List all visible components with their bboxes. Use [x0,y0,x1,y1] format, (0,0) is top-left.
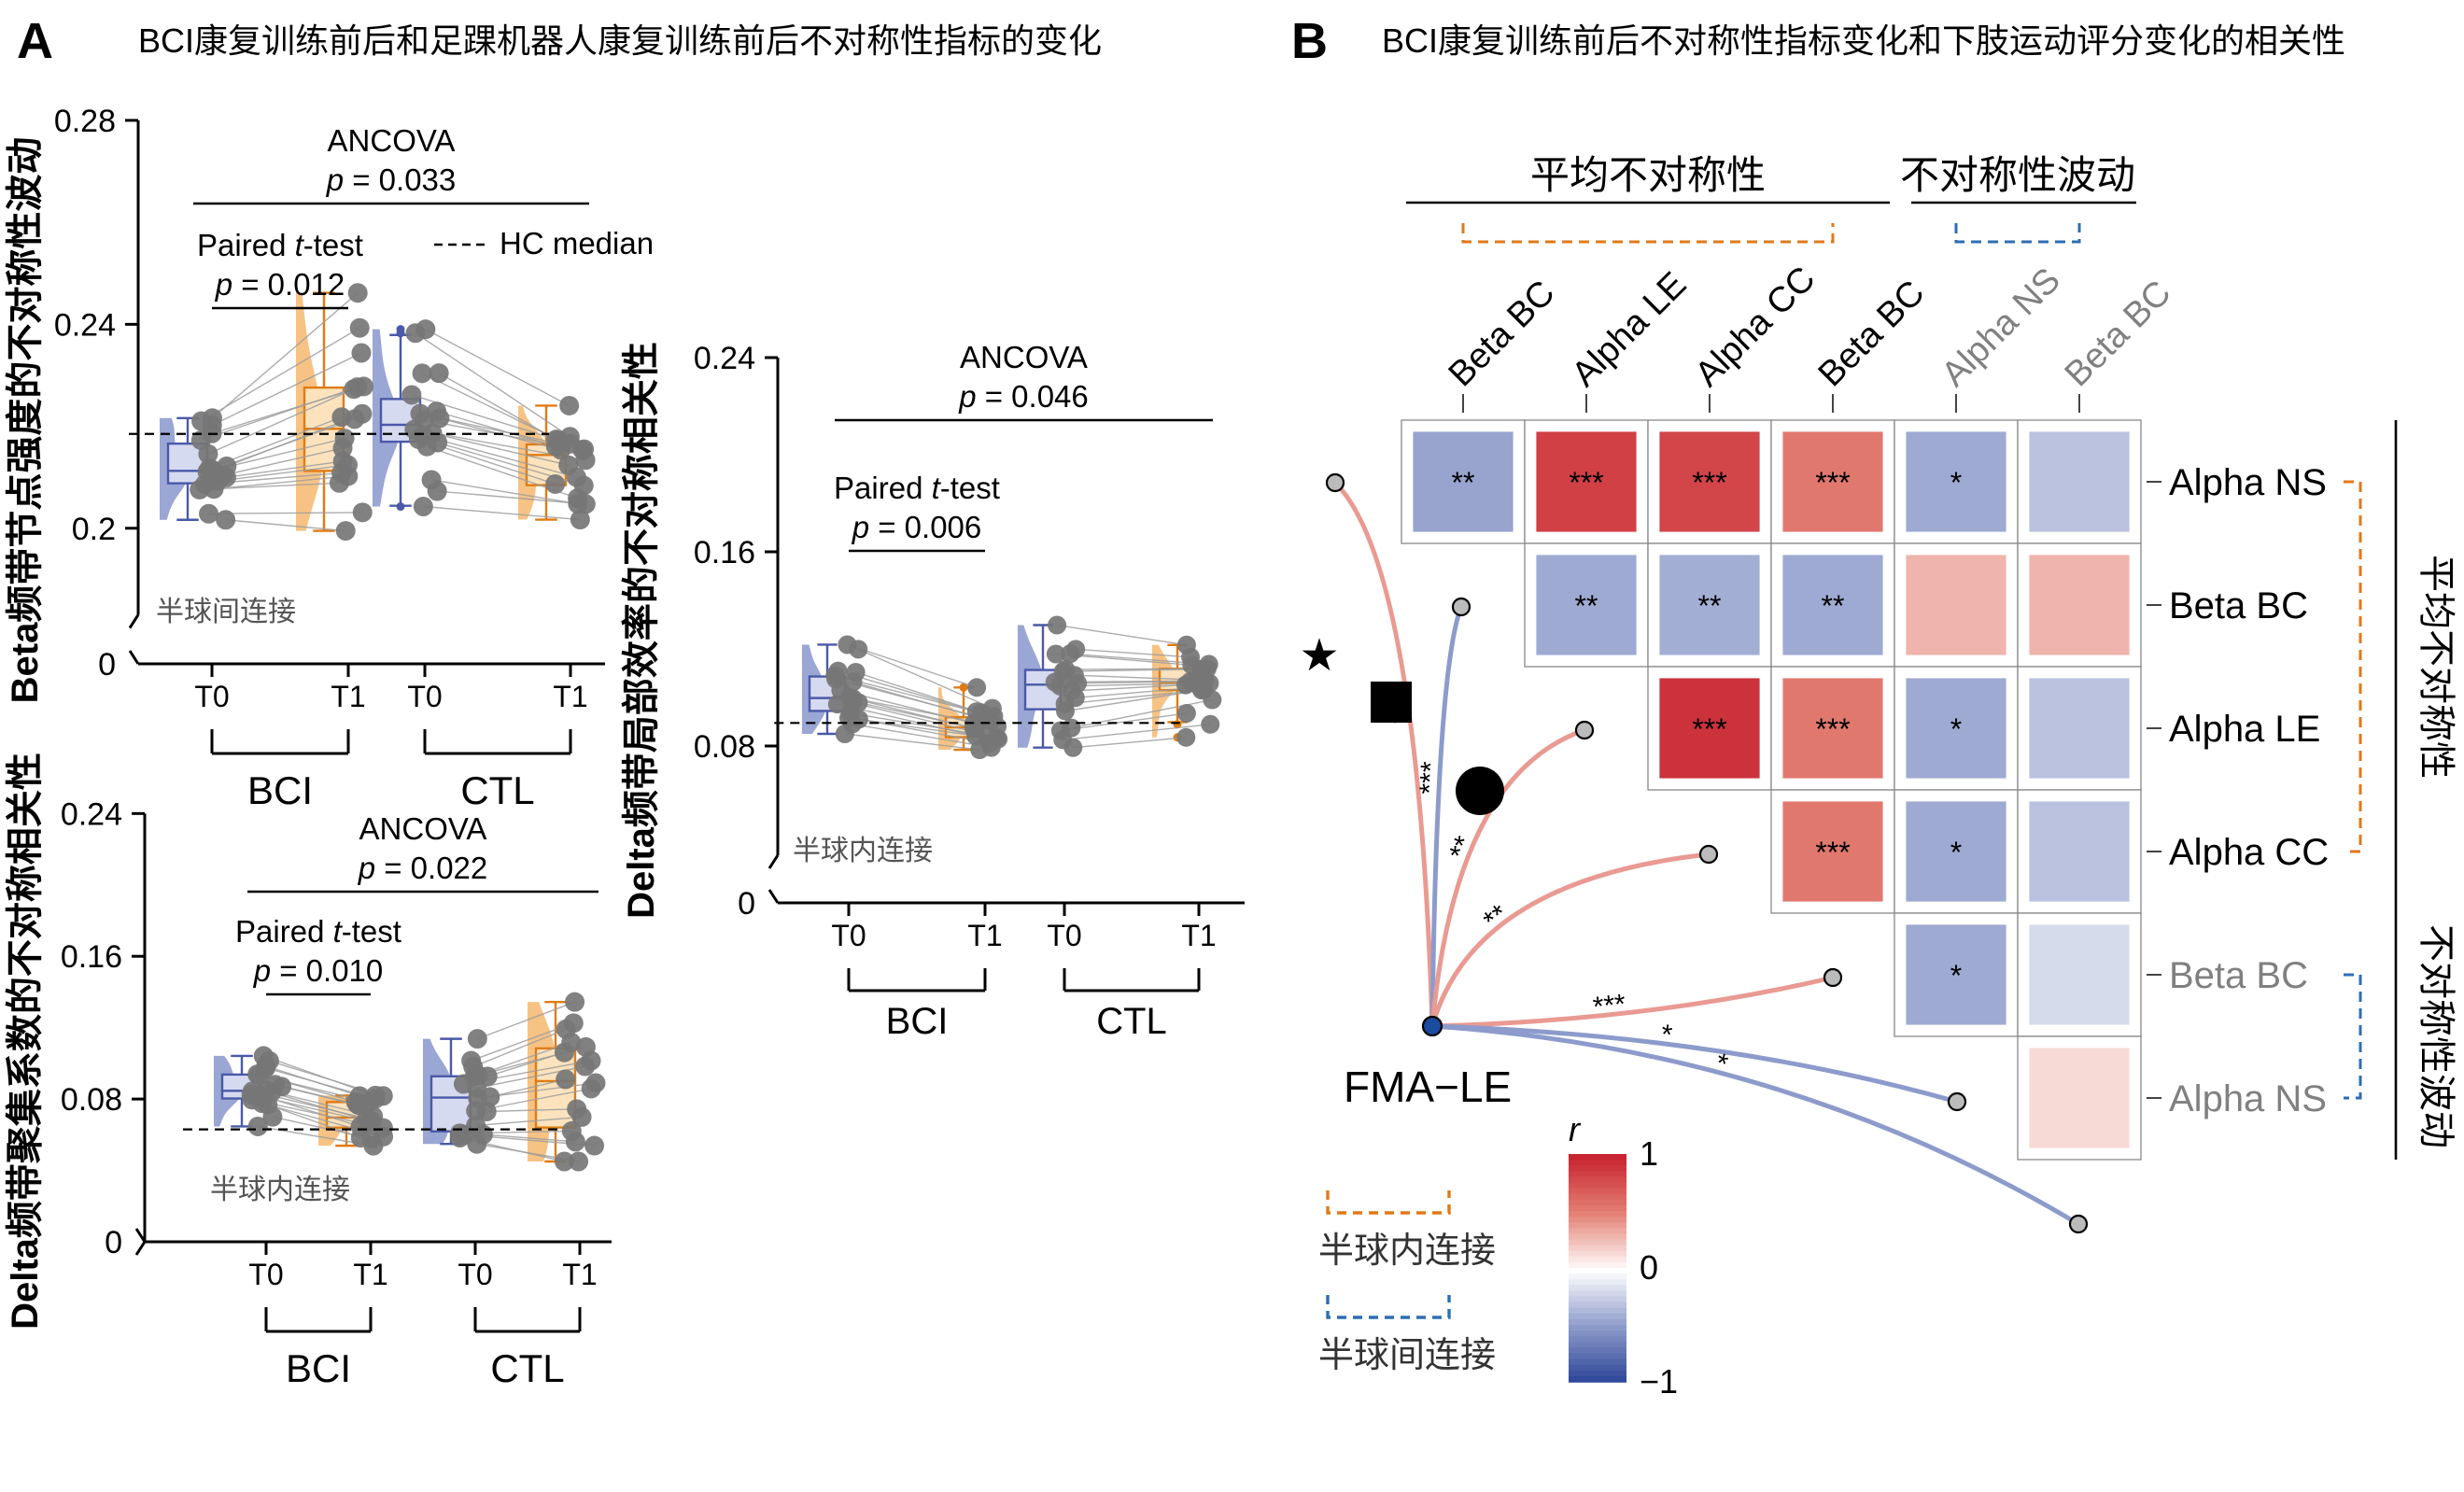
svg-text:Beta频带节点强度的不对称性波动: Beta频带节点强度的不对称性波动 [5,137,46,704]
svg-text:p = 0.022: p = 0.022 [358,851,488,885]
svg-text:**: ** [1698,589,1722,623]
svg-text:Beta BC: Beta BC [2169,955,2308,996]
svg-text:B: B [1291,13,1328,69]
svg-text:**: ** [1452,466,1475,500]
svg-text:BCI: BCI [286,1346,351,1390]
svg-text:Alpha LE: Alpha LE [2169,709,2320,750]
svg-text:p = 0.006: p = 0.006 [852,510,982,544]
svg-text:T0: T0 [831,919,866,952]
svg-text:0: 0 [738,886,755,922]
svg-text:***: *** [1415,761,1447,795]
svg-text:Delta频带聚集系数的不对称相关性: Delta频带聚集系数的不对称相关性 [5,753,46,1330]
svg-text:***: *** [1815,712,1850,746]
svg-text:0.24: 0.24 [694,341,755,376]
svg-text:平均不对称性: 平均不对称性 [1530,153,1766,197]
svg-text:p = 0.046: p = 0.046 [958,379,1089,414]
svg-text:HC median: HC median [500,226,654,260]
svg-text:平均不对称性: 平均不对称性 [2415,555,2457,779]
svg-text:0.24: 0.24 [54,307,116,343]
svg-text:*: * [1950,712,1962,746]
svg-text:***: *** [1815,836,1850,869]
svg-text:Alpha NS: Alpha NS [2169,1078,2327,1119]
svg-text:ANCOVA: ANCOVA [328,123,456,158]
svg-text:*: * [1950,959,1962,992]
svg-text:**: ** [1822,589,1845,623]
svg-text:0.08: 0.08 [694,729,755,765]
svg-text:0: 0 [98,647,116,683]
svg-text:BCI: BCI [886,1001,949,1042]
svg-text:BCI: BCI [247,768,313,812]
svg-text:CTL: CTL [490,1346,564,1390]
svg-text:***: *** [1815,466,1850,500]
svg-text:不对称性波动: 不对称性波动 [2415,924,2457,1148]
svg-text:BCI康复训练前后不对称性指标变化和下肢运动评分变化的相关性: BCI康复训练前后不对称性指标变化和下肢运动评分变化的相关性 [1382,21,2345,60]
svg-text:T1: T1 [331,680,365,713]
svg-text:0.16: 0.16 [694,535,755,570]
svg-text:半球间连接: 半球间连接 [1318,1336,1496,1375]
svg-text:0.2: 0.2 [72,512,116,547]
svg-text:0.28: 0.28 [54,104,116,139]
svg-text:FMA−LE: FMA−LE [1344,1063,1512,1111]
svg-text:0.24: 0.24 [61,796,122,832]
svg-text:Paired t-test: Paired t-test [197,228,363,262]
svg-text:T0: T0 [458,1258,492,1291]
svg-text:T1: T1 [1181,919,1216,952]
svg-text:BCI康复训练前后和足踝机器人康复训练前后不对称性指标的变化: BCI康复训练前后和足踝机器人康复训练前后不对称性指标的变化 [138,21,1102,60]
svg-text:不对称性波动: 不对称性波动 [1900,153,2135,197]
svg-text:T0: T0 [407,680,442,713]
svg-text:0.08: 0.08 [61,1082,122,1118]
svg-text:Delta频带局部效率的不对称相关性: Delta频带局部效率的不对称相关性 [621,342,662,919]
svg-text:***: *** [1569,466,1603,500]
svg-text:T1: T1 [967,919,1002,952]
svg-text:T1: T1 [553,680,587,713]
svg-text:半球间连接: 半球间连接 [156,597,296,627]
svg-text:T0: T0 [248,1258,283,1291]
svg-text:CTL: CTL [1096,1001,1167,1042]
svg-text:*: * [1950,466,1962,500]
svg-text:Alpha NS: Alpha NS [2169,462,2327,503]
svg-text:Paired t-test: Paired t-test [834,471,1000,505]
svg-text:p = 0.012: p = 0.012 [215,267,345,302]
svg-text:半球内连接: 半球内连接 [1318,1232,1496,1271]
svg-text:p = 0.010: p = 0.010 [253,953,384,988]
svg-text:A: A [17,13,53,69]
svg-text:**: ** [1575,589,1598,623]
svg-text:***: *** [1692,712,1726,746]
svg-text:T1: T1 [562,1258,597,1291]
svg-text:1: 1 [1640,1134,1658,1173]
svg-text:0.16: 0.16 [61,939,122,975]
svg-text:−1: −1 [1640,1362,1678,1401]
svg-text:Beta BC: Beta BC [2169,585,2308,626]
svg-text:半球内连接: 半球内连接 [210,1175,350,1205]
svg-text:0: 0 [1640,1248,1658,1287]
svg-text:T0: T0 [194,680,229,713]
svg-text:***: *** [1591,989,1627,1023]
svg-text:p = 0.033: p = 0.033 [326,162,457,197]
svg-text:ANCOVA: ANCOVA [960,340,1088,374]
svg-text:Paired t-test: Paired t-test [235,914,401,949]
svg-text:***: *** [1692,466,1726,500]
svg-text:T1: T1 [353,1258,387,1291]
svg-text:ANCOVA: ANCOVA [359,811,487,846]
svg-text:半球内连接: 半球内连接 [793,836,933,866]
svg-text:★: ★ [1299,631,1339,681]
svg-text:T0: T0 [1047,919,1081,952]
svg-text:Alpha CC: Alpha CC [2169,832,2329,873]
svg-text:*: * [1950,836,1962,869]
svg-text:r: r [1569,1110,1582,1148]
svg-text:0: 0 [105,1225,122,1260]
svg-text:CTL: CTL [460,768,534,812]
